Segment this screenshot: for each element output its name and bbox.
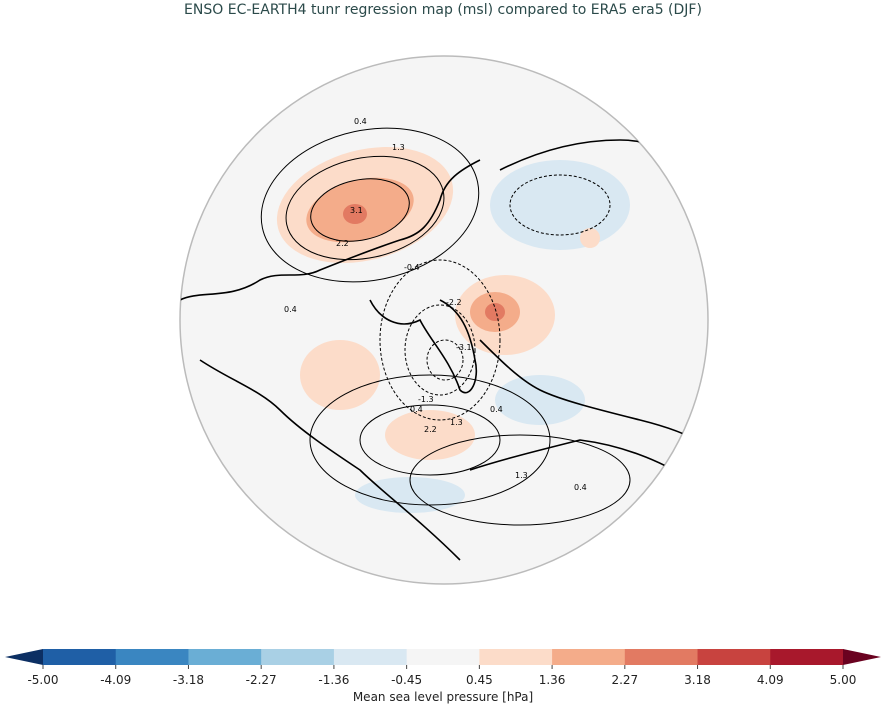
contour-label: 3.1 xyxy=(350,206,363,215)
contour-label: 0.4 xyxy=(574,483,587,492)
colorbar-bin xyxy=(624,649,699,665)
contour-label: -3.1 xyxy=(456,343,472,352)
colorbar-under-arrow xyxy=(5,649,43,665)
contour-label: -2.2 xyxy=(446,298,462,307)
colorbar-tick-label: 2.27 xyxy=(611,673,638,687)
contour-label: 2.2 xyxy=(424,425,437,434)
negative-anomaly-mediterranean xyxy=(495,375,585,425)
colorbar-tick-label: 5.00 xyxy=(830,673,857,687)
colorbar-tick-label: 0.45 xyxy=(466,673,493,687)
colorbar-bin xyxy=(188,649,262,665)
anomaly-shading xyxy=(276,146,630,513)
colorbar-tick-label: 3.18 xyxy=(684,673,711,687)
contour-label: 0.4 xyxy=(354,117,367,126)
contour-label: -0.4 xyxy=(404,263,420,272)
colorbar-bin xyxy=(552,649,626,665)
contour-label: 2.2 xyxy=(336,239,349,248)
colorbar-label: Mean sea level pressure [hPa] xyxy=(352,690,534,704)
colorbar-tick-label: -2.27 xyxy=(246,673,277,687)
contour-label: 0.4 xyxy=(490,405,503,414)
colorbar-bin xyxy=(770,649,844,665)
colorbar-over-arrow xyxy=(843,649,881,665)
positive-anomaly-pacific-peak xyxy=(343,204,367,224)
colorbar-tick-label: -1.36 xyxy=(318,673,349,687)
colorbar-bin xyxy=(261,649,335,665)
contour-labels: 0.4 1.3 3.1 2.2 -0.4 -2.2 -3.1 -1.3 1.3 … xyxy=(284,117,587,492)
colorbar-bin xyxy=(479,649,553,665)
colorbar-bin xyxy=(333,649,408,665)
contour-label: 1.3 xyxy=(450,418,463,427)
negative-anomaly-siberia xyxy=(490,160,630,250)
colorbar: -5.00 -4.09 -3.18 -2.27 -1.36 -0.45 0.45 1.36 2.… xyxy=(5,649,881,687)
negative-anomaly-subtropics xyxy=(355,477,465,513)
colorbar-tick-label: -4.09 xyxy=(100,673,131,687)
colorbar-bin xyxy=(43,649,117,665)
positive-anomaly-atlantic xyxy=(385,410,475,460)
contour-label: 1.3 xyxy=(392,143,405,152)
contour-label: 0.4 xyxy=(410,405,423,414)
colorbar-tick-label: 4.09 xyxy=(757,673,784,687)
colorbar-bin xyxy=(697,649,771,665)
positive-anomaly-scandinavia-peak xyxy=(485,303,505,321)
colorbar-bin xyxy=(406,649,480,665)
colorbar-tick-label: 1.36 xyxy=(539,673,566,687)
colorbar-bin xyxy=(115,649,189,665)
contour-label: 0.4 xyxy=(284,305,297,314)
positive-anomaly-canada xyxy=(300,340,380,410)
contour-lines xyxy=(260,127,631,526)
contour-label: -1.3 xyxy=(418,395,434,404)
colorbar-tick-label: -3.18 xyxy=(173,673,204,687)
colorbar-tick-label: -0.45 xyxy=(391,673,422,687)
colorbar-tick-label: -5.00 xyxy=(27,673,58,687)
contour-label: 1.3 xyxy=(515,471,528,480)
positive-anomaly-siberia-small xyxy=(580,228,600,248)
map-title: ENSO EC-EARTH4 tunr regression map (msl)… xyxy=(184,2,702,18)
